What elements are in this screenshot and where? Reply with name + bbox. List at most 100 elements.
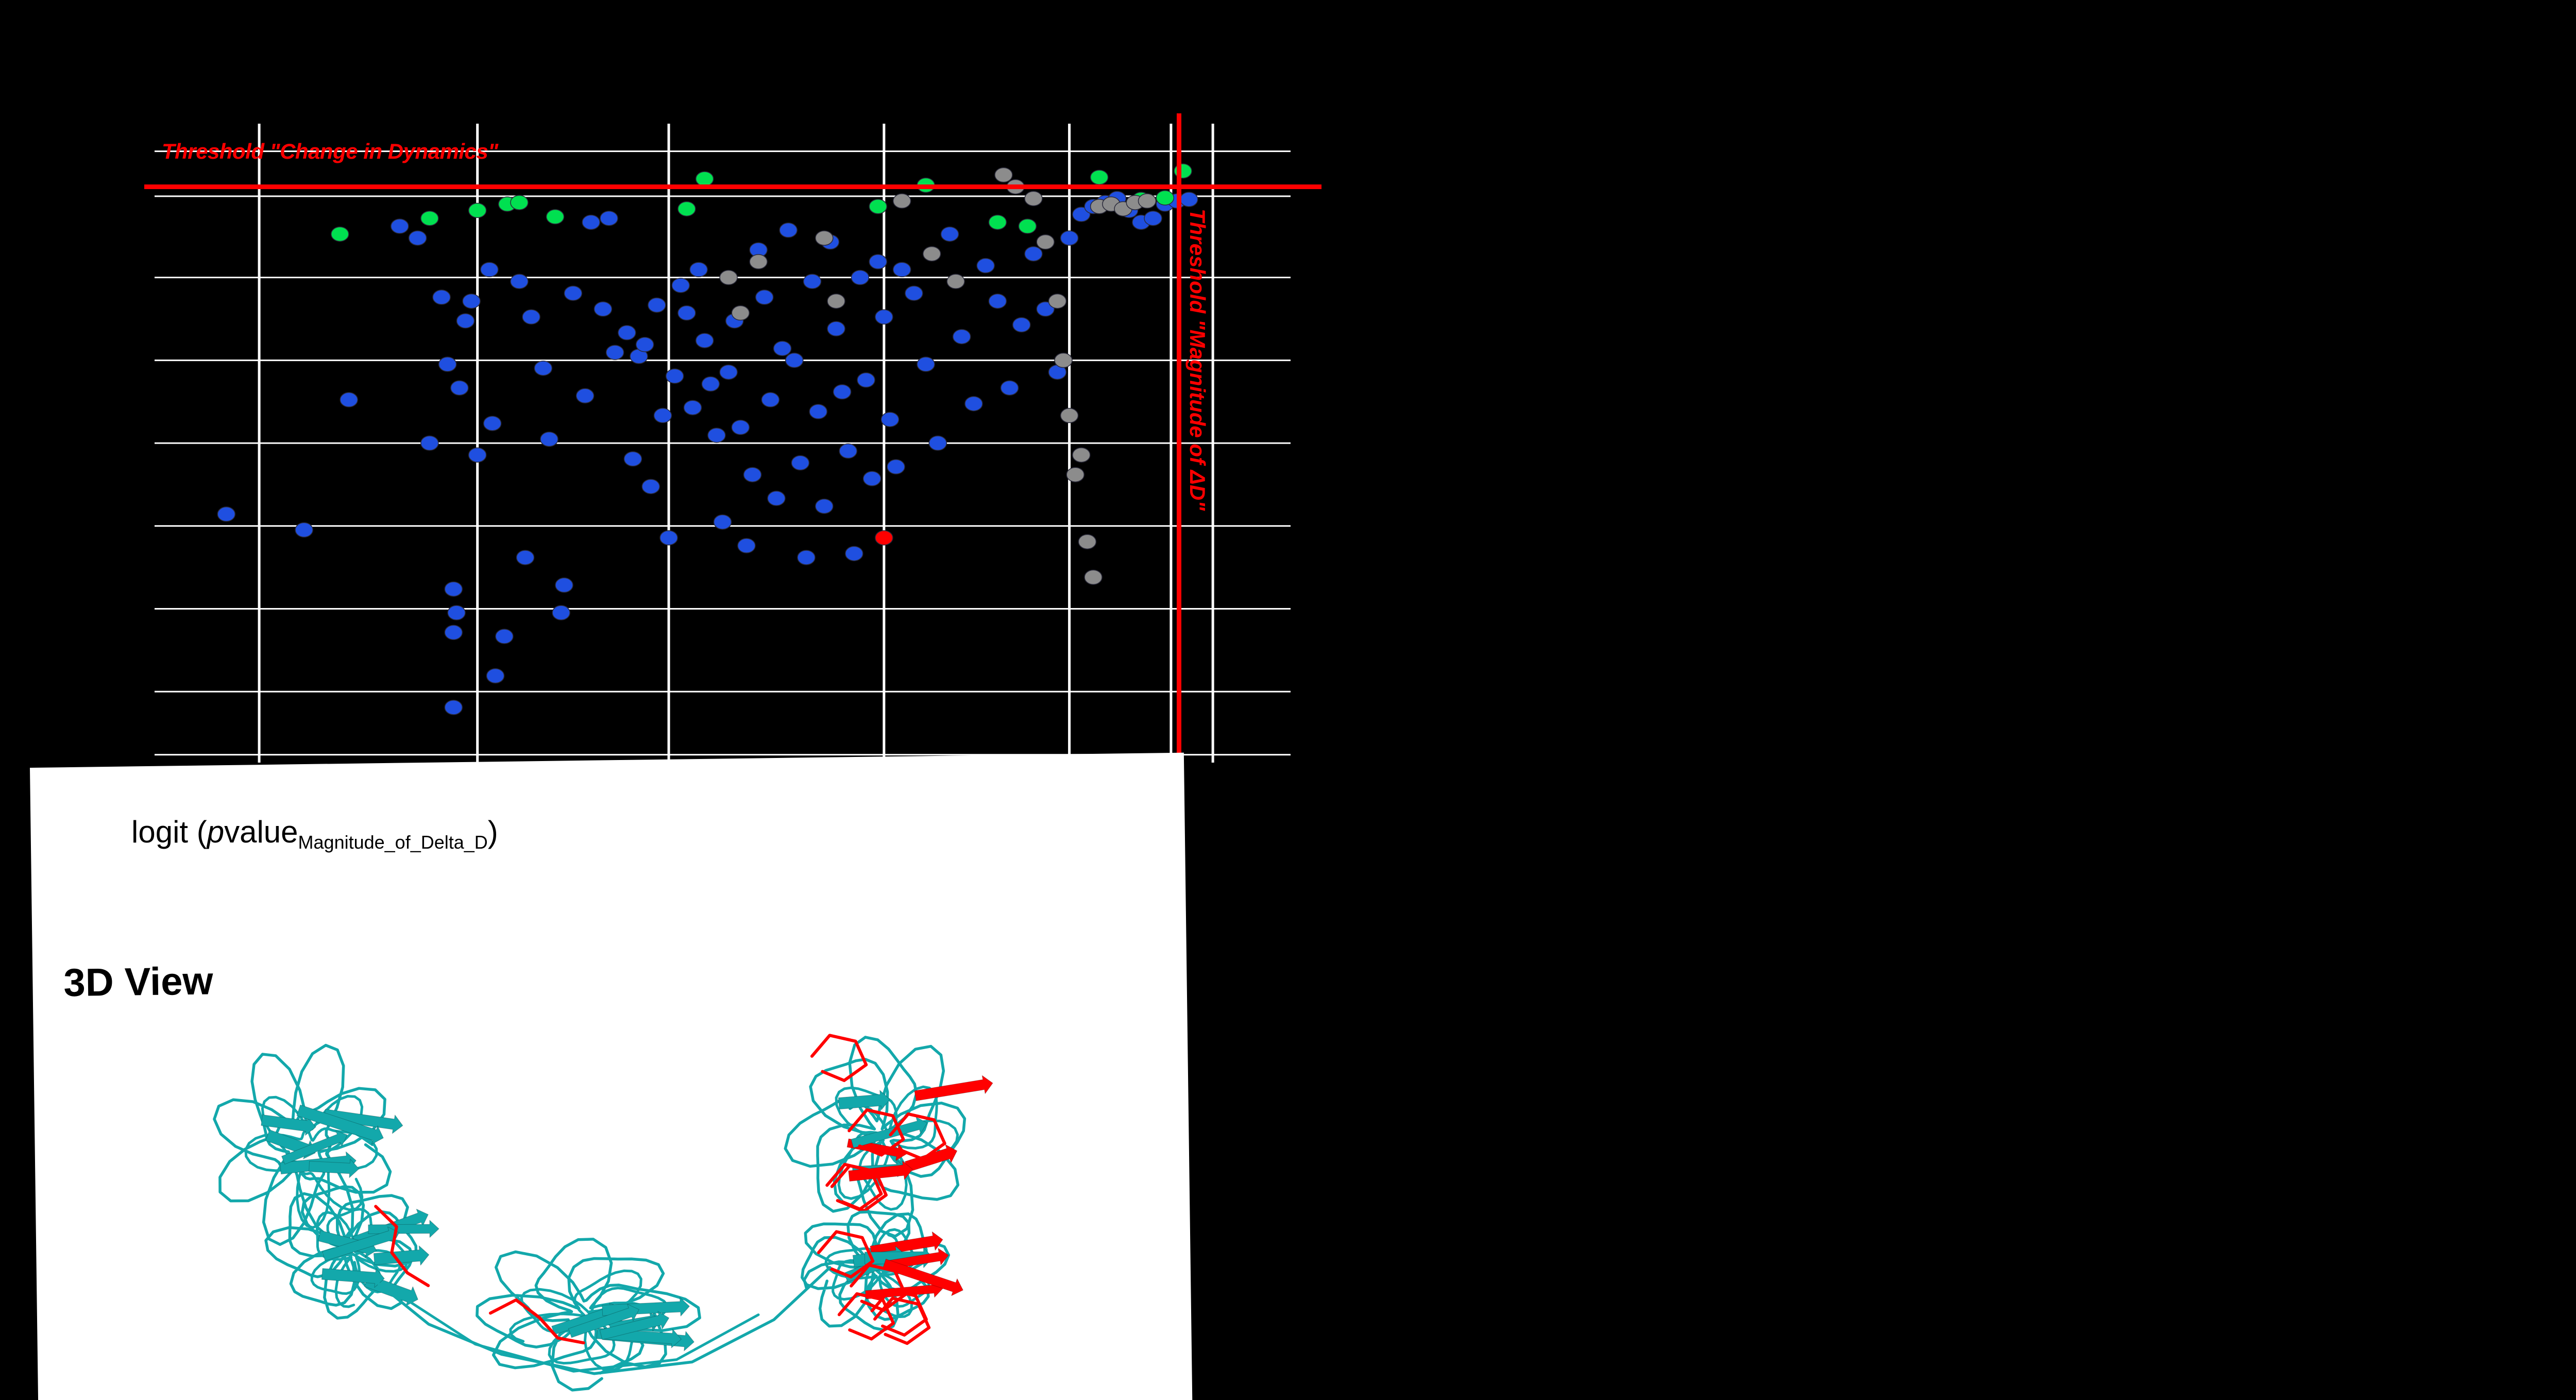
scatter-point[interactable]: [444, 625, 463, 640]
scatter-point[interactable]: [1090, 170, 1109, 185]
scatter-point[interactable]: [707, 427, 726, 443]
scatter-point[interactable]: [940, 226, 959, 242]
scatter-point[interactable]: [809, 404, 827, 419]
scatter-point[interactable]: [803, 274, 822, 289]
scatter-point[interactable]: [791, 455, 810, 471]
scatter-point[interactable]: [552, 605, 570, 620]
scatter-point[interactable]: [737, 538, 756, 553]
scatter-point[interactable]: [988, 293, 1007, 309]
scatter-point[interactable]: [964, 396, 983, 412]
protein-ribbon-viewport[interactable]: [33, 974, 1193, 1400]
scatter-point[interactable]: [331, 226, 349, 242]
scatter-point[interactable]: [952, 329, 971, 345]
scatter-point[interactable]: [1078, 534, 1097, 550]
scatter-point[interactable]: [827, 321, 845, 336]
scatter-point[interactable]: [731, 419, 750, 435]
scatter-point[interactable]: [594, 301, 613, 317]
scatter-point[interactable]: [833, 384, 852, 400]
scatter-point[interactable]: [420, 210, 439, 226]
scatter-point[interactable]: [880, 412, 900, 427]
scatter-plot-area[interactable]: [155, 124, 1291, 763]
scatter-point[interactable]: [713, 514, 732, 530]
scatter-point[interactable]: [875, 309, 893, 325]
scatter-point[interactable]: [869, 254, 887, 269]
scatter-point[interactable]: [420, 435, 439, 451]
scatter-point[interactable]: [575, 388, 595, 403]
scatter-point[interactable]: [450, 380, 469, 396]
scatter-point[interactable]: [444, 700, 463, 715]
scatter-point[interactable]: [522, 309, 540, 325]
scatter-point[interactable]: [857, 372, 875, 388]
scatter-point[interactable]: [761, 392, 780, 408]
scatter-point[interactable]: [1024, 191, 1043, 207]
scatter-point[interactable]: [887, 459, 905, 475]
scatter-point[interactable]: [1036, 234, 1055, 250]
scatter-point[interactable]: [671, 278, 690, 293]
scatter-point[interactable]: [468, 447, 487, 463]
scatter-point[interactable]: [1012, 317, 1031, 333]
scatter-point[interactable]: [618, 325, 636, 341]
scatter-point[interactable]: [767, 491, 786, 506]
scatter-point[interactable]: [659, 530, 678, 546]
scatter-point[interactable]: [340, 392, 358, 408]
scatter-point[interactable]: [976, 258, 995, 274]
scatter-point[interactable]: [773, 341, 792, 357]
scatter-point[interactable]: [653, 408, 672, 424]
scatter-point[interactable]: [922, 246, 941, 262]
scatter-point[interactable]: [677, 201, 696, 217]
scatter-point[interactable]: [1000, 380, 1019, 396]
scatter-point[interactable]: [555, 577, 573, 593]
scatter-point[interactable]: [946, 274, 965, 289]
scatter-point[interactable]: [564, 285, 583, 301]
scatter-point[interactable]: [635, 336, 654, 352]
scatter-point[interactable]: [432, 290, 451, 305]
scatter-point[interactable]: [869, 198, 887, 214]
scatter-point[interactable]: [785, 352, 804, 368]
scatter-point[interactable]: [994, 167, 1013, 183]
scatter-point[interactable]: [1072, 207, 1091, 222]
scatter-point[interactable]: [510, 195, 529, 210]
scatter-point[interactable]: [719, 364, 738, 380]
scatter-point[interactable]: [495, 629, 514, 644]
scatter-point[interactable]: [779, 222, 798, 238]
scatter-point[interactable]: [988, 214, 1007, 230]
scatter-point[interactable]: [731, 305, 750, 321]
scatter-point[interactable]: [851, 269, 870, 285]
scatter-point[interactable]: [1036, 301, 1055, 317]
scatter-point[interactable]: [1048, 293, 1067, 309]
scatter-point[interactable]: [755, 290, 774, 305]
three-d-view-card[interactable]: 3D View: [30, 752, 1193, 1400]
scatter-point[interactable]: [480, 262, 499, 277]
scatter-point[interactable]: [815, 230, 834, 246]
scatter-point[interactable]: [797, 550, 816, 565]
scatter-point[interactable]: [1072, 447, 1091, 463]
scatter-point[interactable]: [815, 498, 834, 514]
scatter-point[interactable]: [749, 254, 768, 269]
scatter-point[interactable]: [1054, 352, 1073, 368]
scatter-point[interactable]: [1024, 246, 1043, 262]
scatter-point[interactable]: [438, 357, 457, 372]
scatter-point[interactable]: [600, 210, 618, 226]
scatter-point[interactable]: [1179, 192, 1198, 207]
scatter-point[interactable]: [892, 193, 911, 209]
scatter-point[interactable]: [719, 269, 738, 285]
scatter-point[interactable]: [875, 530, 893, 546]
scatter-point[interactable]: [917, 357, 935, 372]
scatter-point[interactable]: [468, 203, 487, 218]
scatter-point[interactable]: [1066, 467, 1084, 482]
scatter-point[interactable]: [540, 431, 558, 447]
scatter-point[interactable]: [1144, 210, 1162, 226]
scatter-point[interactable]: [391, 218, 409, 234]
scatter-point[interactable]: [701, 376, 720, 392]
scatter-point[interactable]: [486, 668, 505, 684]
scatter-point[interactable]: [641, 479, 660, 494]
scatter-point[interactable]: [839, 443, 857, 459]
scatter-point[interactable]: [845, 546, 863, 562]
scatter-point[interactable]: [743, 467, 762, 482]
scatter-point[interactable]: [510, 274, 529, 289]
scatter-point[interactable]: [827, 293, 845, 309]
scatter-point[interactable]: [695, 171, 714, 187]
scatter-point[interactable]: [892, 262, 911, 277]
scatter-point[interactable]: [444, 581, 463, 597]
scatter-point[interactable]: [648, 297, 666, 313]
